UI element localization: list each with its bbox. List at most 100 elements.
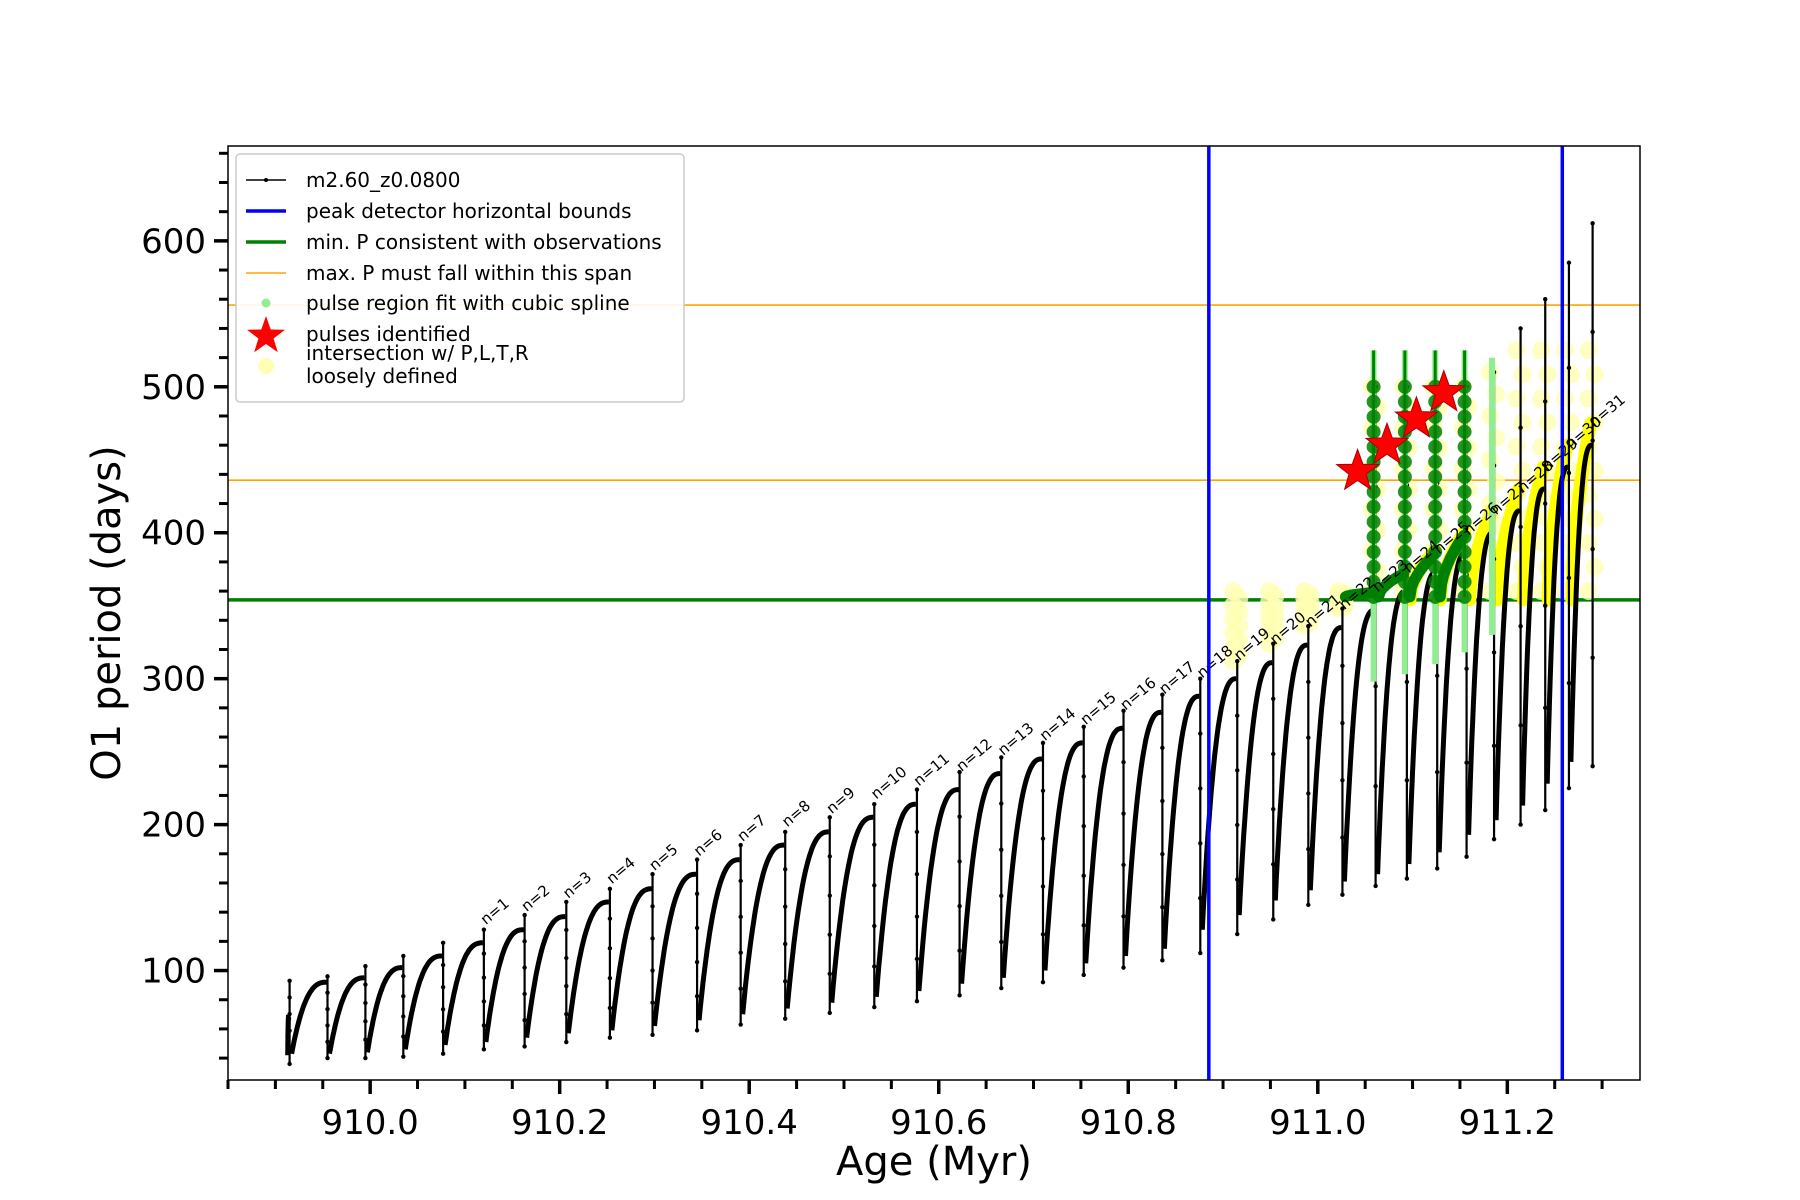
spike-dot	[1491, 743, 1497, 749]
legend-label: peak detector horizontal bounds	[306, 199, 632, 223]
spike-dot	[607, 1035, 613, 1040]
loose-region-23	[1224, 582, 1249, 671]
x-tick-label-1: 910.2	[511, 1103, 608, 1143]
spike-dot	[325, 1006, 330, 1012]
spike-dot	[1306, 846, 1311, 852]
spike-dot	[1235, 768, 1240, 773]
spike-dot	[1590, 764, 1595, 769]
pulse-spike-dots-12	[783, 829, 788, 1021]
spike-dot	[999, 755, 1004, 760]
spike-dot	[1543, 603, 1548, 608]
y-tick-label-0: 100	[141, 952, 206, 992]
spike-dot	[1518, 524, 1523, 530]
green-point	[1457, 439, 1472, 454]
green-arc-29	[1404, 549, 1440, 603]
legend-label: intersection w/ P,L,T,R	[306, 341, 529, 365]
spike-dot	[1081, 724, 1086, 730]
spike-dot	[1435, 866, 1440, 871]
spike-dot	[1491, 837, 1497, 842]
spike-dot	[783, 904, 788, 909]
spike-dot	[872, 883, 877, 888]
y-tick-label-3: 400	[141, 514, 206, 554]
pulse-spike-dots-20	[1121, 708, 1126, 970]
spike-dot	[783, 867, 788, 872]
spike-dot	[872, 964, 877, 969]
spike-dot	[1340, 778, 1345, 783]
spike-dot	[1040, 836, 1046, 841]
legend-entry-3: max. P must fall within this span	[246, 261, 632, 285]
green-point	[1366, 529, 1381, 544]
spike-dot	[440, 1007, 446, 1012]
pulse-spike-dots-11	[738, 842, 743, 1027]
spike-dot	[1435, 673, 1440, 678]
spike-dot	[1590, 546, 1595, 552]
spike-dot	[1464, 666, 1469, 671]
spike-dot	[522, 939, 527, 944]
spike-dot	[827, 1010, 832, 1016]
spike-dot	[363, 1037, 368, 1042]
spike-dot	[325, 1023, 330, 1028]
green-point	[1397, 514, 1412, 529]
green-point	[1397, 394, 1412, 409]
spike-dot	[1040, 980, 1046, 985]
y-tick-label-5: 600	[141, 222, 206, 262]
green-arc-30	[1434, 530, 1470, 603]
pulse-spike-dots-1	[325, 974, 330, 1061]
pulse-spike-dots-34	[1566, 260, 1572, 791]
spike-dot	[481, 951, 487, 956]
spike-dot	[363, 1019, 368, 1024]
legend-entry-4: pulse region fit with cubic spline	[261, 291, 630, 315]
spike-dot	[401, 1034, 406, 1039]
spike-dot	[522, 912, 527, 918]
y-axis-label: O1 period (days)	[84, 445, 130, 780]
green-point	[1428, 499, 1443, 514]
spike-dot	[401, 1014, 406, 1019]
spike-dot	[287, 995, 292, 1000]
spike-dot	[694, 925, 700, 931]
loose-arc	[1463, 504, 1499, 607]
spike-dot	[607, 886, 613, 892]
spike-dot	[481, 999, 487, 1004]
pulse-spike-dots-26	[1340, 606, 1345, 897]
green-point	[1397, 544, 1412, 559]
pulse-spike-dots-19	[1081, 724, 1086, 978]
spike-dot	[1081, 823, 1086, 829]
loose-point	[1579, 582, 1598, 601]
spike-dot	[481, 927, 487, 932]
spike-dot	[1373, 684, 1378, 689]
spike-dot	[650, 1000, 655, 1005]
spike-dot	[1306, 735, 1311, 740]
x-tick-label-3: 910.6	[890, 1103, 987, 1143]
spike-dot	[607, 975, 613, 981]
spike-dot	[564, 955, 569, 961]
legend-entry-5: pulses identified	[247, 316, 471, 353]
spike-dot	[783, 829, 788, 835]
spike-dot	[440, 1051, 446, 1056]
spike-dot	[827, 893, 832, 898]
spike-dot	[481, 975, 487, 980]
spike-dot	[607, 1005, 613, 1011]
pulse-spike-dots-17	[999, 755, 1004, 991]
spike-dot	[1518, 623, 1523, 629]
loose-point	[1532, 389, 1551, 408]
spike-dot	[522, 991, 527, 997]
spike-dot	[872, 801, 877, 807]
loose-point	[1579, 341, 1598, 360]
green-point	[1428, 424, 1443, 439]
loose-region-25	[1295, 582, 1320, 636]
loose-arc	[1517, 460, 1550, 607]
spike-dot	[1543, 807, 1548, 813]
spike-dot	[1121, 759, 1126, 765]
loose-point	[1513, 413, 1532, 432]
pulse-spike-dots-7	[564, 899, 569, 1045]
spike-dot	[287, 1011, 292, 1017]
green-point	[1457, 499, 1472, 514]
spike-dot	[1491, 650, 1497, 655]
pulse-star-3	[1421, 369, 1467, 412]
spike-dot	[481, 1047, 487, 1052]
pulse-spike-dots-21	[1160, 692, 1165, 963]
spike-dot	[650, 904, 655, 909]
green-point	[1457, 514, 1472, 529]
spike-dot	[738, 878, 743, 884]
